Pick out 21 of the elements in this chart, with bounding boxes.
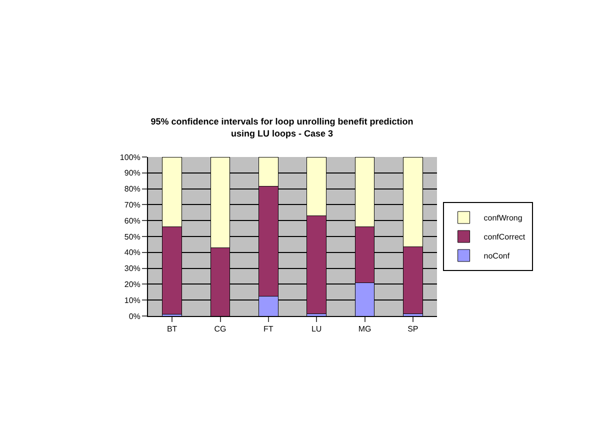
x-tick-label: CG (214, 324, 226, 334)
y-tick-label: 100% (120, 152, 140, 162)
x-tick-label: MG (358, 324, 372, 334)
legend-label: confWrong (484, 214, 522, 223)
x-tick-label: BT (166, 324, 178, 334)
y-tick-label: 50% (124, 232, 140, 242)
y-tick-label: 90% (124, 168, 140, 178)
y-tick-label: 0% (128, 312, 140, 321)
y-tick-label: 80% (124, 184, 140, 194)
y-tick-label: 30% (124, 264, 140, 274)
x-tick-label: LU (311, 324, 322, 334)
y-tick-label: 20% (124, 280, 140, 289)
chart-title: 95% confidence intervals for loop unrolling benefit prediction using LU loops - Case 3 (150, 116, 414, 138)
y-tick-label: 10% (124, 296, 140, 305)
x-tick-label: FT (264, 324, 274, 334)
legend-label: confCorrect (484, 232, 526, 242)
x-tick-label: SP (408, 324, 418, 334)
y-tick-label: 40% (124, 248, 140, 258)
legend-label: noConf (484, 252, 510, 261)
y-tick-label: 60% (124, 216, 140, 226)
y-tick-label: 70% (124, 200, 140, 210)
